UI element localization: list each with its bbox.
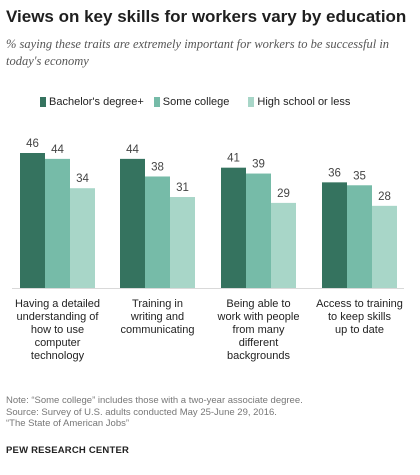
- source-text: Source: Survey of U.S. adults conducted …: [6, 406, 277, 418]
- value-label-bachelors-1: 46: [26, 138, 39, 150]
- bar-bachelors-1: [20, 153, 45, 288]
- bar-some-college-4: [347, 185, 372, 288]
- legend-swatch-some-college: [153, 97, 160, 107]
- legend: Bachelor's degree+ Some college High sch…: [40, 95, 350, 109]
- report-text: “The State of American Jobs”: [6, 418, 130, 429]
- legend-swatch-bachelors: [40, 97, 46, 107]
- chart-subtitle: % saying these traits are extremely impo…: [6, 37, 390, 68]
- value-label-high-school-1: 34: [76, 173, 89, 185]
- note-text: Note: “Some college” includes those with…: [6, 395, 303, 406]
- notes: Note: “Some college” includes those with…: [6, 395, 414, 430]
- value-label-bachelors-2: 44: [126, 144, 139, 156]
- brand-logo-text: PEW RESEARCH CENTER: [6, 445, 130, 456]
- value-label-some-college-3: 39: [252, 159, 265, 171]
- value-label-some-college-2: 38: [151, 161, 164, 173]
- bar-bachelors-2: [120, 158, 145, 288]
- bar-high-school-3: [271, 202, 296, 288]
- legend-item-high-school: High school or less: [248, 96, 350, 108]
- value-label-high-school-3: 29: [277, 188, 290, 200]
- bar-some-college-1: [45, 158, 70, 288]
- bar-high-school-2: [170, 197, 195, 288]
- value-label-bachelors-3: 41: [227, 153, 240, 165]
- value-label-some-college-4: 35: [353, 170, 366, 182]
- bar-group-3: 41 39 29: [221, 153, 296, 288]
- category-label-2: Training in writing and communicating: [121, 298, 195, 336]
- legend-label-high-school: High school or less: [257, 96, 351, 108]
- category-label-3: Being able to work with people from many di…: [217, 298, 300, 362]
- bar-some-college-2: [145, 176, 170, 288]
- legend-label-some-college: Some college: [162, 96, 230, 108]
- legend-item-some-college: Some college: [153, 96, 230, 108]
- bar-high-school-1: [70, 188, 95, 288]
- bar-bachelors-4: [322, 182, 347, 288]
- bar-group-2: 44 38 31: [120, 144, 195, 288]
- category-label-4: Access to training to keep skills up to da…: [316, 298, 403, 336]
- bar-high-school-4: [372, 205, 397, 288]
- bar-some-college-3: [246, 173, 271, 288]
- value-label-high-school-4: 28: [378, 191, 391, 203]
- legend-item-bachelors: Bachelor's degree+: [40, 96, 144, 108]
- legend-swatch-high-school: [248, 97, 255, 107]
- value-label-some-college-1: 44: [51, 144, 64, 156]
- chart-title: Views on key skills for workers vary by …: [6, 7, 407, 26]
- value-label-bachelors-4: 36: [328, 167, 341, 179]
- category-label-1: Having a detailed understanding of how to …: [15, 298, 100, 362]
- bar-chart: 46 44 34 Having a detailed understanding of h…: [12, 138, 404, 362]
- bar-bachelors-3: [221, 167, 246, 288]
- value-label-high-school-2: 31: [176, 182, 189, 194]
- legend-label-bachelors: Bachelor's degree+: [49, 96, 144, 108]
- bar-group-4: 36 35 28: [322, 167, 397, 288]
- bar-group-1: 46 44 34: [20, 138, 95, 288]
